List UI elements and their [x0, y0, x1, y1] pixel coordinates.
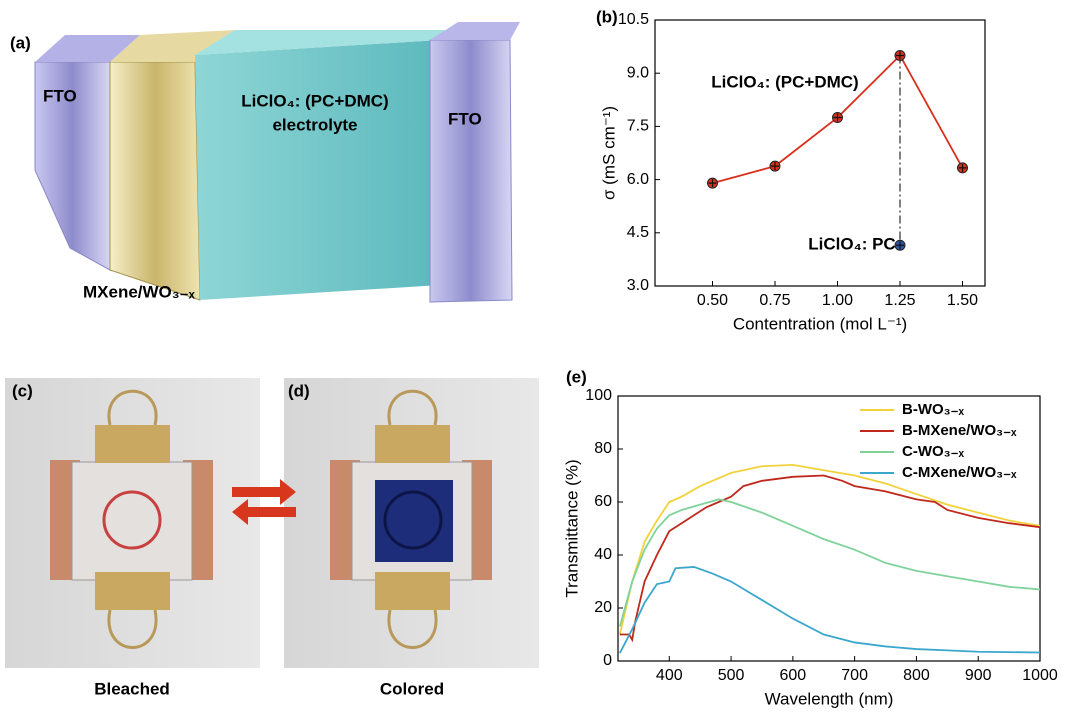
- panel-label: (c): [12, 381, 33, 400]
- x-tick-label: 0.75: [759, 292, 790, 309]
- x-tick-label: 400: [656, 667, 683, 684]
- electrolyte-label: electrolyte: [272, 115, 357, 134]
- y-tick-label: 10.5: [618, 11, 649, 28]
- y-tick-label: 6.0: [627, 171, 649, 188]
- panel-label: (d): [288, 381, 310, 400]
- photo-caption: Bleached: [94, 679, 170, 698]
- film-label: MXene/WO₃₋ₓ: [83, 282, 196, 301]
- y-tick-label: 100: [585, 387, 612, 404]
- series-line: [620, 567, 1040, 653]
- panel-label: (a): [10, 33, 31, 52]
- y-tick-label: 60: [594, 493, 612, 510]
- y-tick-label: 80: [594, 440, 612, 457]
- electrode-label: FTO: [43, 86, 77, 105]
- y-tick-label: 40: [594, 546, 612, 563]
- legend-label: B-WO₃₋ₓ: [902, 401, 965, 418]
- x-tick-label: 700: [841, 667, 868, 684]
- x-tick-label: 800: [903, 667, 930, 684]
- x-axis-title: Contentration (mol L⁻¹): [733, 314, 907, 333]
- figure: (a) FTO FTO LiClO₄: (PC+DMC) electrolyte…: [0, 0, 1065, 711]
- x-tick-label: 500: [718, 667, 745, 684]
- x-tick-label: 600: [780, 667, 807, 684]
- panel-label: (b): [596, 7, 618, 26]
- device-illustration: [35, 22, 520, 302]
- y-axis-title: Transmittance (%): [562, 459, 581, 597]
- y-tick-label: 3.0: [627, 277, 649, 294]
- y-tick-label: 9.0: [627, 64, 649, 81]
- annotation: LiClO₄: (PC+DMC): [711, 72, 858, 91]
- series-line: [620, 465, 1040, 635]
- y-tick-label: 0: [603, 652, 612, 669]
- x-tick-label: 0.50: [697, 292, 728, 309]
- x-axis-title: Wavelength (nm): [765, 689, 894, 708]
- x-tick-label: 1.50: [947, 292, 978, 309]
- annotation: LiClO₄: PC: [808, 234, 895, 253]
- panel-label: (e): [566, 367, 587, 386]
- y-tick-label: 20: [594, 599, 612, 616]
- y-tick-label: 4.5: [627, 224, 649, 241]
- x-tick-label: 1.00: [822, 292, 853, 309]
- x-tick-label: 900: [965, 667, 992, 684]
- photo: [284, 378, 539, 668]
- y-tick-label: 7.5: [627, 118, 649, 135]
- photo: [5, 378, 260, 668]
- electrode-label: FTO: [448, 109, 482, 128]
- x-tick-label: 1.25: [884, 292, 915, 309]
- x-tick-label: 1000: [1022, 667, 1058, 684]
- legend-label: C-WO₃₋ₓ: [902, 443, 965, 460]
- y-axis-title: σ (mS cm⁻¹): [599, 106, 618, 200]
- legend-label: C-MXene/WO₃₋ₓ: [902, 464, 1017, 481]
- electrolyte-label: LiClO₄: (PC+DMC): [241, 91, 388, 110]
- series-line: [620, 476, 1040, 640]
- photo-caption: Colored: [380, 679, 444, 698]
- legend-label: B-MXene/WO₃₋ₓ: [902, 422, 1017, 439]
